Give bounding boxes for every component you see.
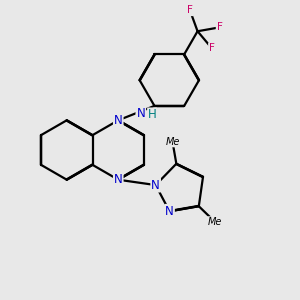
Text: N: N — [151, 178, 160, 192]
Text: N: N — [114, 173, 123, 186]
Text: N: N — [165, 205, 174, 218]
Text: H: H — [148, 108, 157, 121]
Text: F: F — [217, 22, 222, 32]
Text: Me: Me — [208, 217, 222, 227]
Text: N: N — [136, 106, 145, 120]
Text: N: N — [114, 114, 123, 127]
Text: Me: Me — [165, 137, 180, 147]
Text: F: F — [209, 43, 215, 53]
Text: F: F — [187, 5, 193, 15]
